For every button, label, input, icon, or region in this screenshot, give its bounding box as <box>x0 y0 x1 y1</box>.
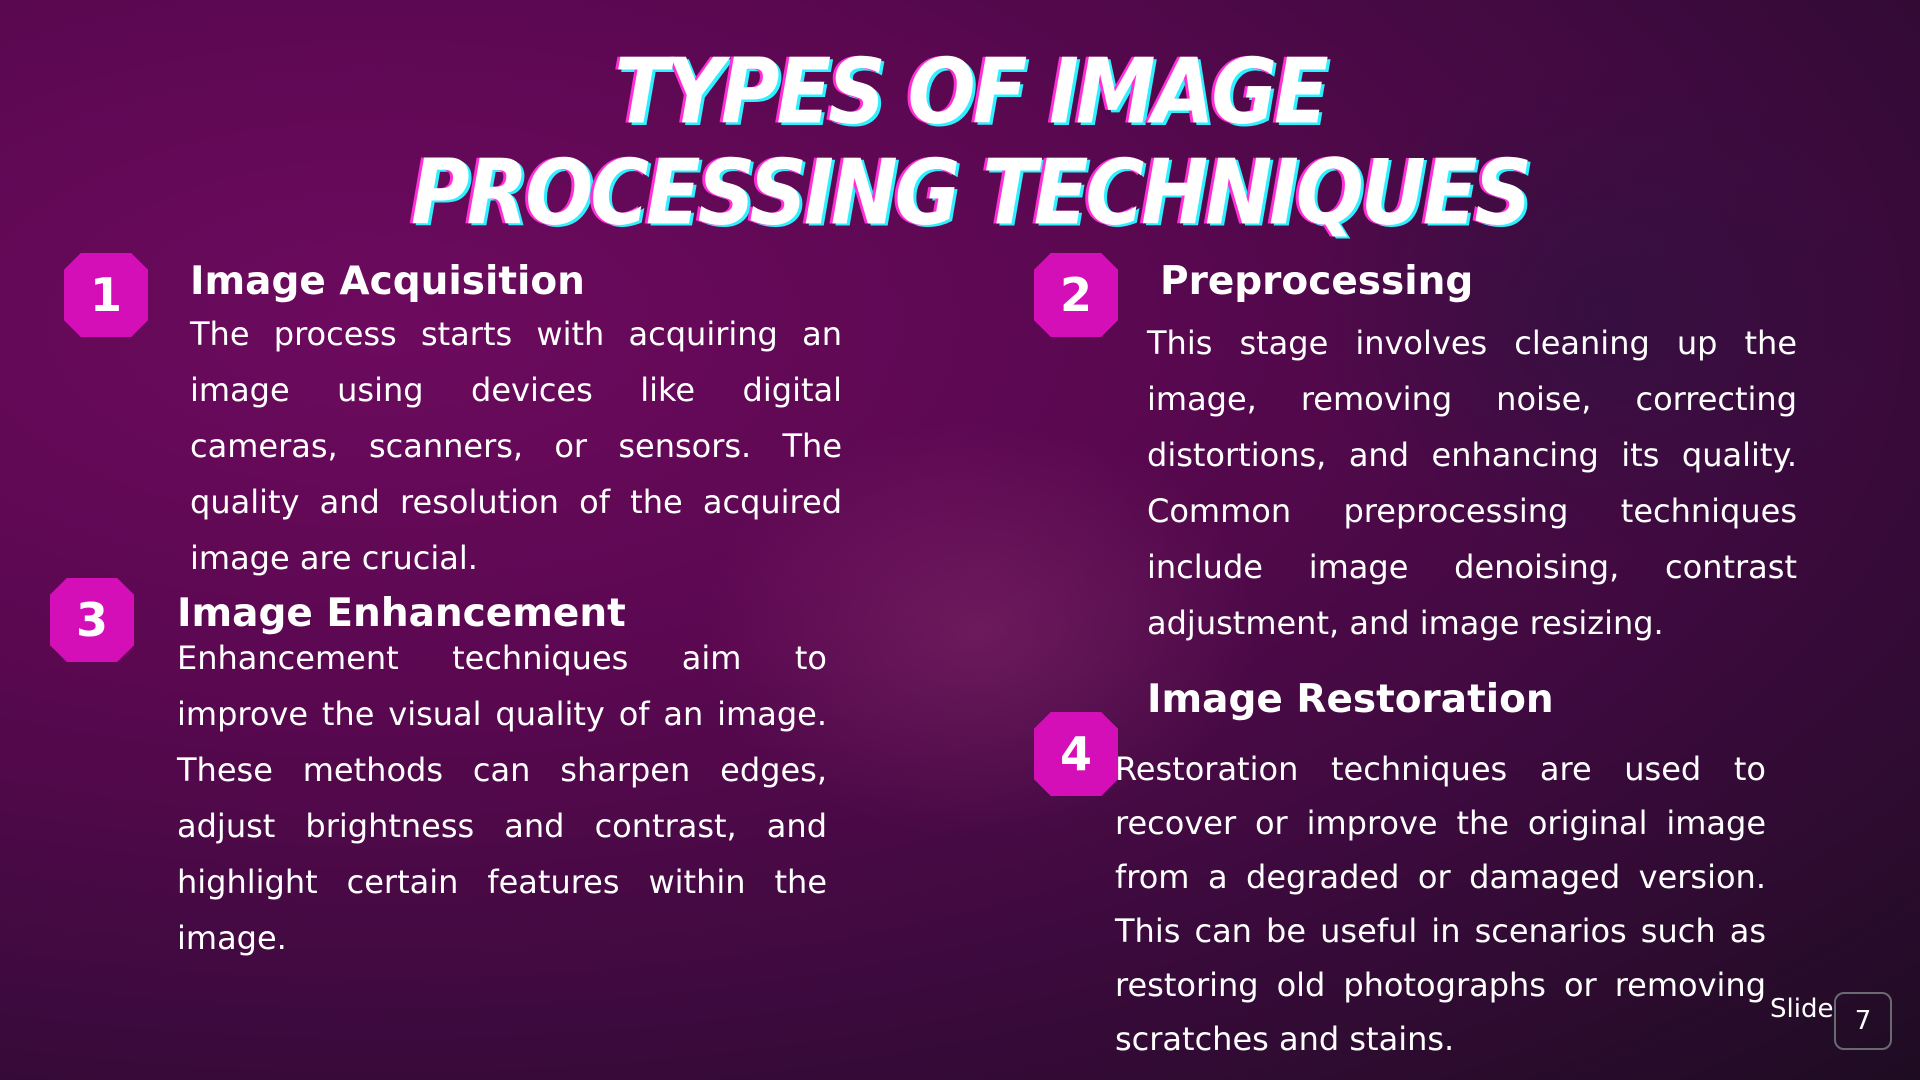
section-1-heading: Image Acquisition <box>190 259 585 304</box>
background-shadow <box>1300 60 1900 560</box>
section-3-text: Enhancement techniques aim to improve th… <box>177 639 827 957</box>
section-4-heading: Image Restoration <box>1147 677 1554 722</box>
section-4-badge: 4 <box>1034 712 1118 796</box>
section-2-text: This stage involves cleaning up the imag… <box>1147 324 1797 642</box>
section-4-text: Restoration techniques are used to recov… <box>1115 750 1766 1058</box>
slide-number: 7 <box>1854 1006 1872 1036</box>
section-2-badge: 2 <box>1034 253 1118 337</box>
background-glow <box>700 420 1260 840</box>
section-3-badge: 3 <box>50 578 134 662</box>
section-3-heading: Image Enhancement <box>177 591 626 636</box>
slide-number-box: 7 <box>1834 992 1892 1050</box>
slide-label: Slide <box>1770 994 1834 1024</box>
section-1-badge: 1 <box>64 253 148 337</box>
slide-title: TYPES OF IMAGE PROCESSING TECHNIQUES <box>410 39 1532 245</box>
section-1-text: The process starts with acquiring an ima… <box>190 315 842 577</box>
section-2-heading: Preprocessing <box>1160 259 1474 304</box>
